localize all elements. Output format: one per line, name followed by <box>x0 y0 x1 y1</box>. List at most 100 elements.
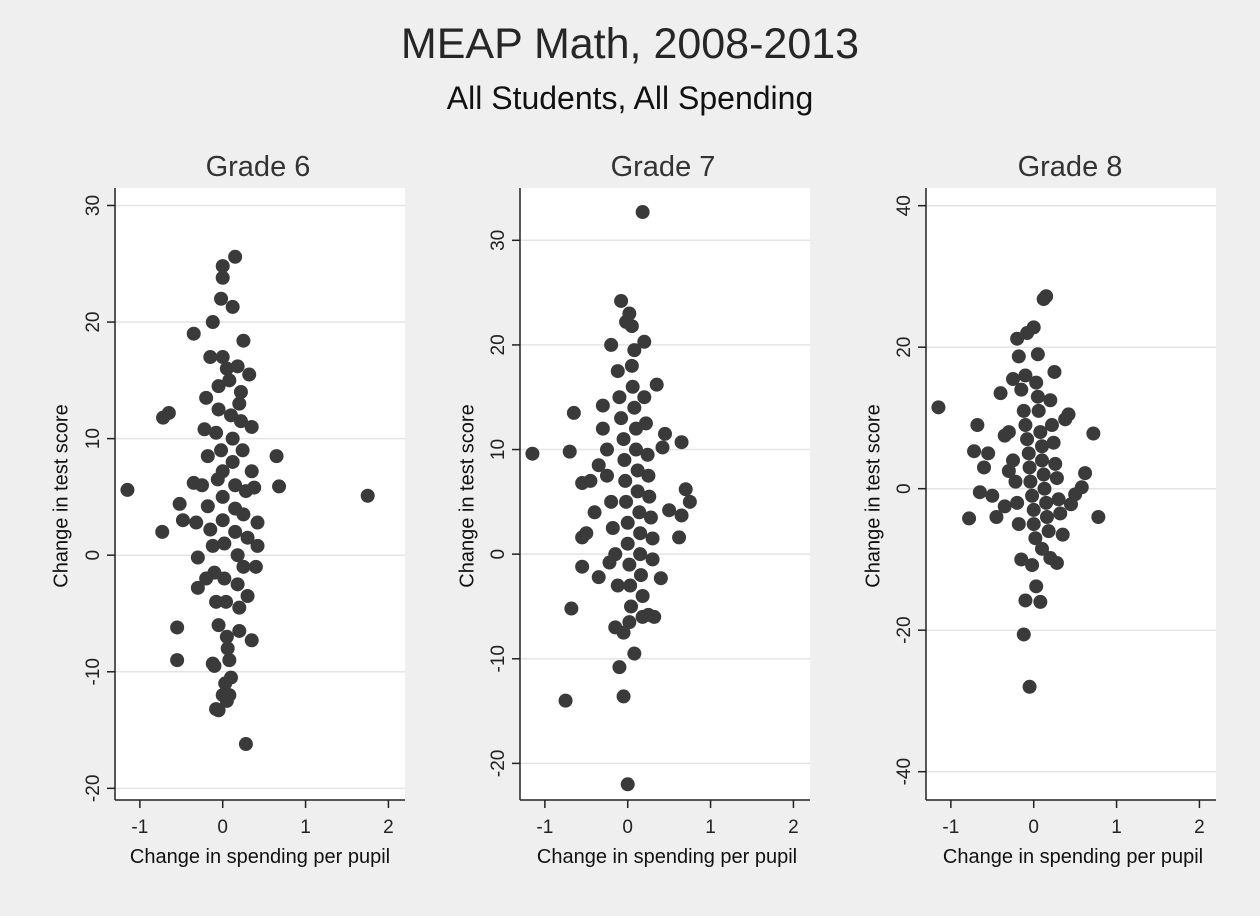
data-point <box>360 488 375 503</box>
data-point <box>620 515 635 530</box>
data-point <box>1035 453 1049 468</box>
data-point <box>1035 541 1049 556</box>
data-point <box>616 432 631 447</box>
y-axis-label: Change in test score <box>862 404 884 587</box>
data-point <box>997 499 1012 514</box>
data-point <box>199 571 214 586</box>
y-tick-label: 10 <box>83 428 104 449</box>
data-point <box>1011 349 1026 364</box>
y-tick-label: -20 <box>488 750 509 777</box>
data-point <box>1047 364 1062 379</box>
data-point <box>1036 467 1051 482</box>
data-point <box>977 460 991 475</box>
x-tick-label: -1 <box>131 817 148 838</box>
data-point <box>1026 502 1041 517</box>
data-point <box>205 538 220 553</box>
data-point <box>672 530 687 545</box>
data-point <box>170 653 185 668</box>
data-point <box>674 508 689 523</box>
data-point <box>614 411 629 426</box>
data-point <box>625 379 640 394</box>
data-point <box>215 513 230 528</box>
data-point <box>240 589 255 603</box>
data-point <box>605 521 620 535</box>
data-point <box>604 494 619 509</box>
data-point <box>233 385 248 399</box>
data-point <box>629 442 643 457</box>
data-point <box>215 688 230 703</box>
data-point <box>236 333 251 348</box>
data-point <box>211 703 226 718</box>
data-point <box>240 530 255 545</box>
data-point <box>595 398 610 413</box>
data-point <box>214 291 229 306</box>
data-point <box>1022 460 1037 475</box>
x-axis-label: Change in spending per pupil <box>943 846 1203 868</box>
x-tick-label: 2 <box>383 817 394 838</box>
data-point <box>637 390 652 405</box>
data-point <box>640 447 655 462</box>
data-point <box>620 536 635 551</box>
data-point <box>1018 418 1033 433</box>
data-point <box>595 421 610 436</box>
data-point <box>161 405 176 420</box>
data-point <box>591 458 606 473</box>
data-point <box>238 737 253 752</box>
data-point <box>579 526 594 541</box>
data-point <box>632 505 647 520</box>
data-point <box>203 522 218 537</box>
data-point <box>662 503 677 518</box>
data-point <box>1074 480 1089 495</box>
data-point <box>970 418 985 433</box>
data-point <box>612 660 627 675</box>
data-point <box>1048 456 1063 471</box>
y-tick-label: -10 <box>83 658 104 685</box>
data-point <box>674 435 689 450</box>
data-point <box>219 594 234 609</box>
y-tick-label: 0 <box>894 483 915 494</box>
data-point <box>244 419 259 434</box>
data-point <box>645 531 660 546</box>
data-point <box>217 536 232 551</box>
panel-grade-8: 40 20 0 -20 -40 -1 0 1 2 Grade 8 Change in spendin… <box>862 151 1216 868</box>
data-point <box>678 482 693 497</box>
data-point <box>1016 627 1031 642</box>
data-point <box>228 478 243 493</box>
data-point <box>1025 558 1040 573</box>
data-point <box>1035 439 1049 454</box>
data-point <box>1029 375 1044 390</box>
x-tick-label: 0 <box>1028 817 1039 838</box>
data-point <box>633 547 648 562</box>
data-point <box>1010 495 1025 510</box>
data-point <box>1016 403 1031 418</box>
data-point <box>616 625 631 640</box>
data-point <box>1014 552 1029 567</box>
x-tick-label: 1 <box>1111 817 1122 838</box>
data-point <box>635 609 650 624</box>
data-point <box>1008 474 1023 489</box>
data-point <box>575 559 590 574</box>
data-point <box>244 464 259 479</box>
chart-title: MEAP Math, 2008-2013 <box>400 20 860 68</box>
data-point <box>186 326 201 341</box>
panel-title: Grade 6 <box>206 151 311 183</box>
data-point <box>591 570 606 585</box>
x-axis-label: Change in spending per pupil <box>130 846 390 868</box>
data-point <box>633 526 648 541</box>
data-point <box>1039 289 1054 304</box>
data-point <box>1029 579 1044 594</box>
data-point <box>1086 426 1101 441</box>
y-tick-label: 0 <box>488 549 509 560</box>
data-point <box>633 568 648 583</box>
data-point <box>993 386 1008 401</box>
data-point <box>618 473 633 488</box>
data-point <box>214 443 229 458</box>
data-point <box>637 334 652 349</box>
data-point <box>228 249 243 264</box>
data-point <box>645 552 660 567</box>
data-point <box>600 468 614 483</box>
data-point <box>197 422 212 437</box>
data-point <box>622 306 637 321</box>
data-point <box>190 580 205 595</box>
data-point <box>562 444 577 459</box>
